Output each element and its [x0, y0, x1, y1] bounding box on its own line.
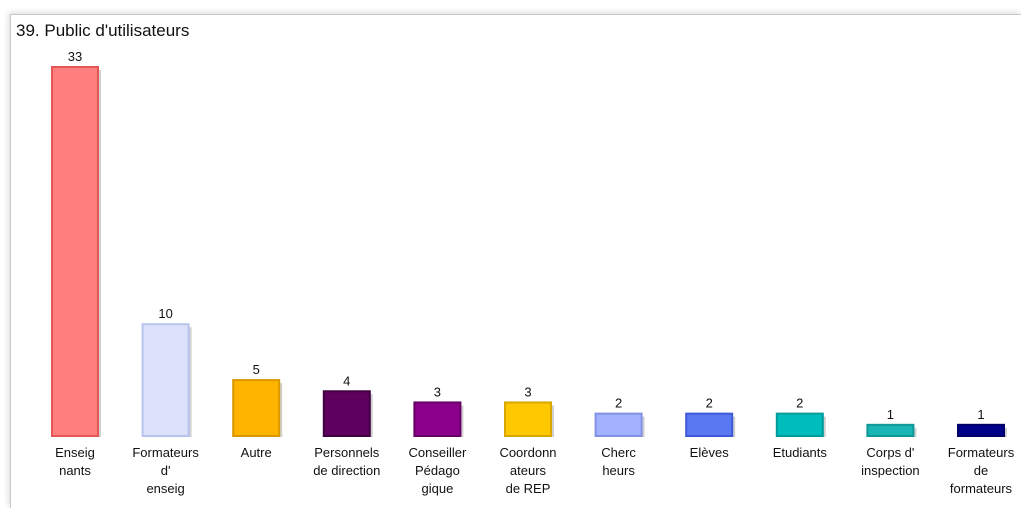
- bar-group-3: 5 Autre: [232, 362, 283, 460]
- category-label-line: Autre: [241, 445, 272, 460]
- category-label-line: heurs: [602, 463, 635, 478]
- category-label: Autre: [241, 445, 272, 460]
- category-label-line: enseig: [146, 481, 184, 496]
- category-label: Coordonn ateurs de REP: [499, 445, 556, 496]
- category-label-line: Coordonn: [499, 445, 556, 460]
- category-label: Formateurs d' enseig: [132, 445, 199, 496]
- bar-value-label: 2: [615, 396, 622, 411]
- category-label: Formateurs de formateurs: [948, 445, 1015, 496]
- category-label-line: nants: [59, 463, 91, 478]
- bar: [594, 412, 643, 437]
- category-label-line: Corps d': [866, 445, 914, 460]
- bar: [504, 401, 552, 438]
- category-label: Elèves: [690, 445, 730, 460]
- bar-group-6: 3 Coordonn ateurs de REP: [499, 384, 556, 496]
- bar-group-11: 1 Formateurs de formateurs: [948, 407, 1015, 496]
- category-label-line: Enseig: [55, 445, 95, 460]
- category-label-line: de direction: [313, 463, 380, 478]
- category-label: Corps d' inspection: [861, 445, 920, 478]
- bar-group-9: 2 Etudiants: [773, 396, 828, 460]
- bar-value-label: 4: [343, 373, 350, 388]
- category-label-line: ateurs: [510, 463, 547, 478]
- bar: [685, 412, 734, 437]
- bar-value-label: 1: [887, 407, 894, 422]
- category-label-line: de REP: [506, 481, 551, 496]
- category-label: Etudiants: [773, 445, 828, 460]
- bar: [866, 423, 915, 437]
- category-label-line: Pédago: [415, 463, 460, 478]
- category-label-line: d': [161, 463, 171, 478]
- bar-group-4: 4 Personnels de direction: [313, 373, 380, 478]
- bar-value-label: 33: [68, 49, 82, 64]
- bar-value-label: 5: [253, 362, 260, 377]
- category-label: Personnels de direction: [313, 445, 380, 478]
- category-label-line: formateurs: [950, 481, 1013, 496]
- bar-value-label: 1: [977, 407, 984, 422]
- bar-group-2: 10 Formateurs d' enseig: [132, 306, 199, 496]
- bar-group-1: 33 Enseig nants: [51, 49, 101, 478]
- bar: [413, 401, 462, 438]
- bar-group-8: 2 Elèves: [685, 396, 736, 460]
- category-label: Enseig nants: [55, 445, 95, 478]
- category-label-line: de: [974, 463, 988, 478]
- bar: [775, 412, 824, 437]
- chart-panel: 39. Public d'utilisateurs 33 Enseig nants 1…: [10, 14, 1021, 508]
- category-label: Conseiller Pédago gique: [408, 445, 466, 496]
- category-label-line: Cherc: [601, 445, 636, 460]
- bar: [51, 66, 99, 437]
- bar-group-5: 3 Conseiller Pédago gique: [408, 384, 466, 496]
- category-label-line: Formateurs: [948, 445, 1015, 460]
- bar-value-label: 3: [434, 384, 441, 399]
- category-label: Cherc heurs: [601, 445, 636, 478]
- category-label-line: Personnels: [314, 445, 380, 460]
- bar-value-label: 10: [158, 306, 172, 321]
- category-label-line: Etudiants: [773, 445, 828, 460]
- bar: [141, 323, 190, 438]
- category-label-line: Elèves: [690, 445, 730, 460]
- bar-group-7: 2 Cherc heurs: [594, 396, 645, 478]
- bar-group-10: 1 Corps d' inspection: [861, 407, 920, 478]
- category-label-line: Conseiller: [408, 445, 466, 460]
- bar: [232, 379, 281, 438]
- category-label-line: inspection: [861, 463, 920, 478]
- bar-value-label: 2: [796, 396, 803, 411]
- bar: [957, 423, 1005, 437]
- bar-value-label: 3: [524, 384, 531, 399]
- bar: [322, 390, 371, 438]
- chart-title: 39. Public d'utilisateurs: [16, 21, 190, 40]
- bar-value-label: 2: [706, 396, 713, 411]
- category-label-line: Formateurs: [132, 445, 199, 460]
- category-label-line: gique: [421, 481, 453, 496]
